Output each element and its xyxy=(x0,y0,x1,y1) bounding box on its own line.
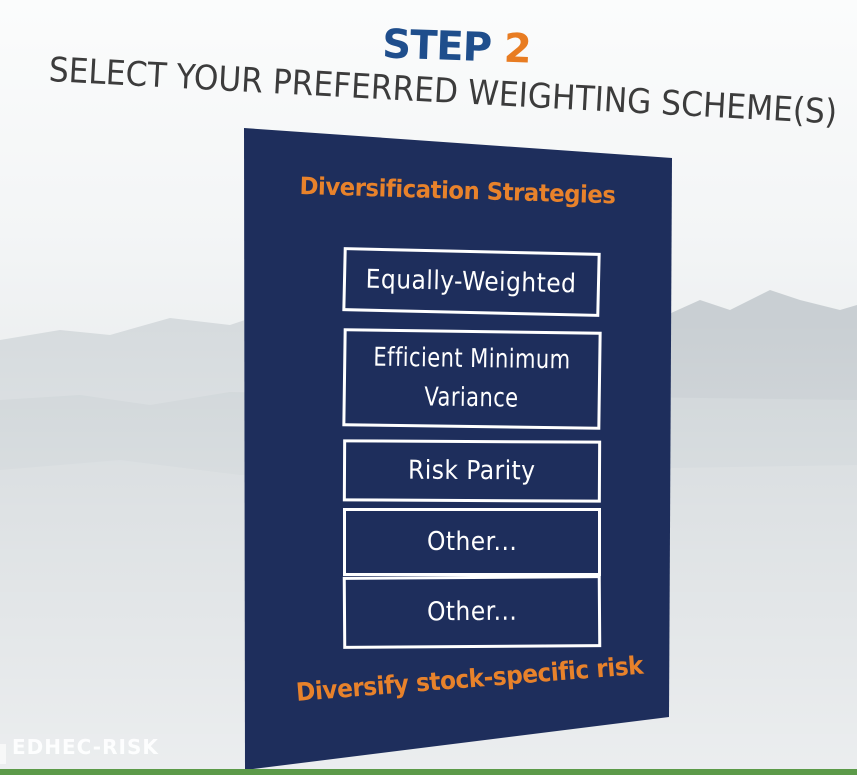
option-label-line1: Efficient Minimum xyxy=(373,342,572,376)
option-other-1[interactable]: Other... xyxy=(343,508,601,576)
bottom-progress-strip xyxy=(0,769,857,775)
option-equally-weighted[interactable]: Equally-Weighted xyxy=(342,247,601,317)
option-label: Other... xyxy=(426,526,518,557)
option-label: Risk Parity xyxy=(408,455,536,486)
option-efficient-minimum-variance[interactable]: Efficient Minimum Variance xyxy=(342,328,602,430)
option-label: Other... xyxy=(426,596,518,627)
logo-mark xyxy=(0,744,6,764)
option-other-2[interactable]: Other... xyxy=(342,575,602,649)
option-risk-parity[interactable]: Risk Parity xyxy=(342,439,602,503)
panel-background xyxy=(244,128,672,770)
edhec-risk-logo: EDHEC-RISK xyxy=(12,735,159,759)
step-number: 2 xyxy=(503,25,532,73)
step-word: STEP xyxy=(381,21,492,72)
option-label: Equally-Weighted xyxy=(365,264,578,299)
option-label-line2: Variance xyxy=(424,382,520,414)
